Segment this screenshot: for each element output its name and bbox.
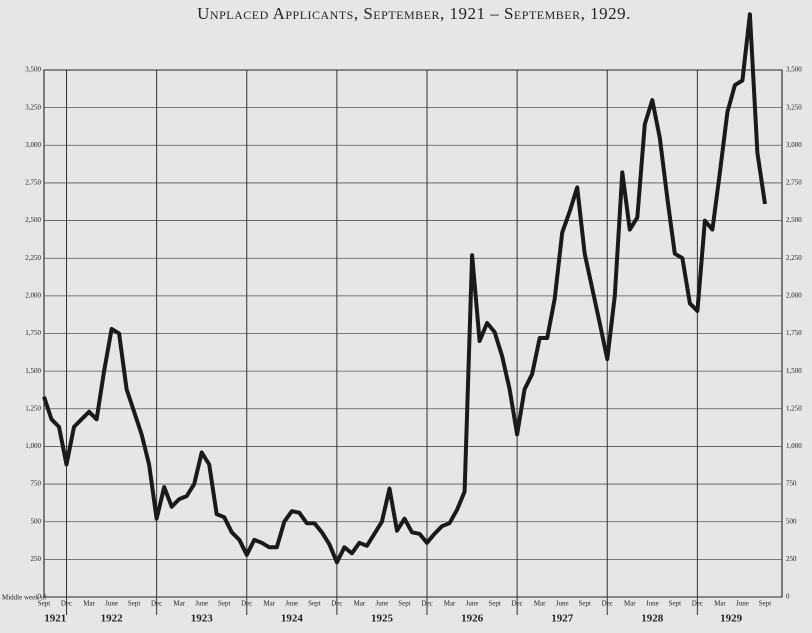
y-tick-label: 3,250 <box>25 103 41 111</box>
y-tick-label-right: 1,000 <box>786 442 802 450</box>
year-label: 1927 <box>551 613 574 625</box>
x-tick-label: Sept <box>398 600 411 608</box>
x-tick-label: Mar <box>263 600 275 608</box>
x-tick-label: Dec <box>602 600 613 608</box>
x-tick-label: Dec <box>331 600 342 608</box>
y-tick-label: 500 <box>31 517 42 525</box>
x-tick-label: Sept <box>128 600 141 608</box>
y-tick-label-right: 3,500 <box>786 66 802 74</box>
y-tick-label-right: 2,000 <box>786 291 802 299</box>
y-tick-label: 1,250 <box>25 404 41 412</box>
y-tick-label: 750 <box>31 480 42 488</box>
year-label: 1921 <box>44 613 66 625</box>
year-label: 1924 <box>281 613 304 625</box>
y-tick-label: 0 <box>38 593 42 601</box>
x-tick-label: Sept <box>669 600 682 608</box>
y-tick-label-right: 1,750 <box>786 329 802 337</box>
y-tick-label: 2,500 <box>25 216 41 224</box>
y-tick-label-right: 250 <box>786 555 797 563</box>
x-tick-label: Dec <box>241 600 252 608</box>
x-tick-label: June <box>736 600 749 608</box>
x-tick-label: Mar <box>624 600 636 608</box>
year-label: 1926 <box>461 613 484 625</box>
y-tick-label: 3,500 <box>25 66 41 74</box>
x-tick-label: June <box>195 600 208 608</box>
y-tick-label-right: 750 <box>786 480 797 488</box>
x-tick-label: Sept <box>578 600 591 608</box>
y-tick-label: 1,750 <box>25 329 41 337</box>
x-tick-label: June <box>646 600 659 608</box>
x-tick-label: Mar <box>354 600 366 608</box>
x-tick-label: Sept <box>759 600 772 608</box>
x-axis-label: Middle week of <box>2 594 47 602</box>
year-label: 1929 <box>720 613 743 625</box>
year-label: 1925 <box>371 613 394 625</box>
y-tick-label-right: 1,500 <box>786 367 802 375</box>
x-tick-label: Dec <box>61 600 72 608</box>
x-tick-label: June <box>466 600 479 608</box>
x-tick-label: Mar <box>173 600 185 608</box>
x-tick-label: Dec <box>421 600 432 608</box>
y-tick-label: 250 <box>31 555 42 563</box>
x-tick-label: Dec <box>511 600 522 608</box>
year-label: 1928 <box>641 613 664 625</box>
y-tick-label-right: 1,250 <box>786 404 802 412</box>
y-tick-label: 1,500 <box>25 367 41 375</box>
x-tick-label: June <box>105 600 118 608</box>
x-tick-label: Dec <box>151 600 162 608</box>
x-tick-label: Mar <box>444 600 456 608</box>
x-tick-label: Mar <box>714 600 726 608</box>
y-tick-label: 3,000 <box>25 141 41 149</box>
y-tick-label: 2,000 <box>25 291 41 299</box>
year-label: 1922 <box>101 613 124 625</box>
x-tick-label: Sept <box>218 600 231 608</box>
x-tick-label: June <box>285 600 298 608</box>
x-tick-label: Sept <box>308 600 321 608</box>
y-tick-label-right: 0 <box>786 593 790 601</box>
y-tick-label-right: 2,500 <box>786 216 802 224</box>
data-line <box>42 12 767 565</box>
y-tick-label: 2,750 <box>25 179 41 187</box>
year-label: 1923 <box>191 613 214 625</box>
x-tick-label: Sept <box>38 600 51 608</box>
y-tick-label-right: 3,250 <box>786 103 802 111</box>
x-tick-label: Mar <box>83 600 95 608</box>
x-tick-label: June <box>556 600 569 608</box>
y-tick-label: 2,250 <box>25 254 41 262</box>
x-tick-label: Mar <box>534 600 546 608</box>
chart-title: Unplaced Applicants, September, 1921 – S… <box>197 4 631 23</box>
y-tick-label-right: 2,750 <box>786 179 802 187</box>
x-tick-label: Sept <box>488 600 501 608</box>
x-tick-label: Dec <box>692 600 703 608</box>
y-tick-label-right: 3,000 <box>786 141 802 149</box>
y-tick-label: 1,000 <box>25 442 41 450</box>
y-tick-label-right: 500 <box>786 517 797 525</box>
y-tick-label-right: 2,250 <box>786 254 802 262</box>
x-tick-label: June <box>376 600 389 608</box>
